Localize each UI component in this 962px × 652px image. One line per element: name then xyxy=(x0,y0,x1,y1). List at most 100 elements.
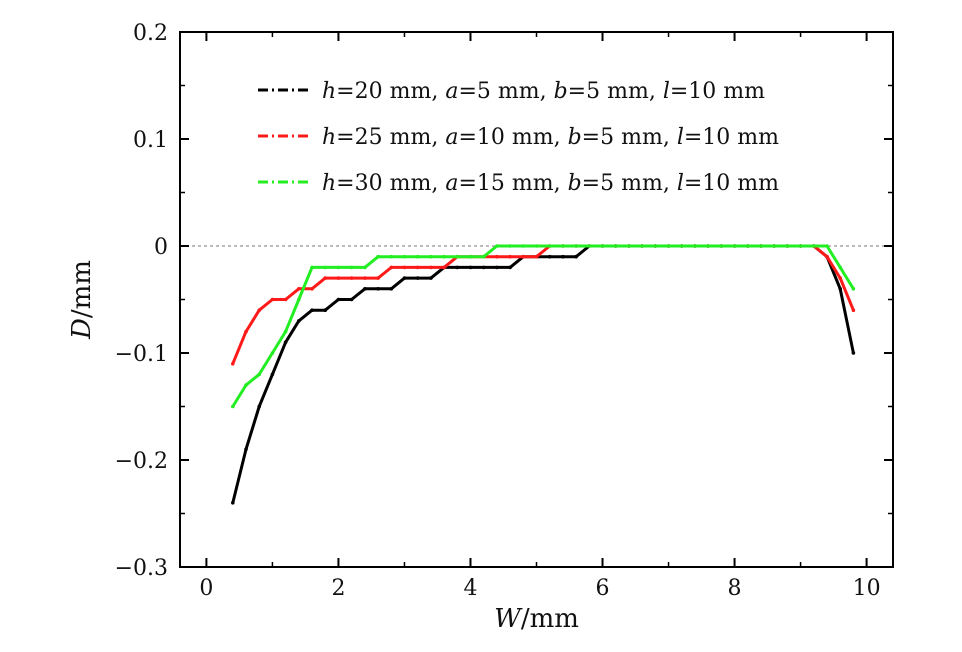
data-point xyxy=(732,244,737,248)
x-axis-unit: /mm xyxy=(521,604,579,634)
y-tick-label: 0 xyxy=(154,235,168,260)
data-point xyxy=(442,254,446,259)
x-tick-label: 4 xyxy=(463,576,477,601)
legend-entry: h=25 mm, a=10 mm, b=5 mm, l=10 mm xyxy=(258,125,779,150)
x-tick-label: 2 xyxy=(331,576,345,601)
data-point xyxy=(376,254,380,259)
x-tick-label: 8 xyxy=(728,576,742,601)
legend-label-part: =10 mm, xyxy=(458,125,567,150)
data-point xyxy=(508,244,512,248)
data-point xyxy=(336,276,341,280)
data-point xyxy=(653,244,658,248)
legend-label: h=30 mm, a=15 mm, b=5 mm, l=10 mm xyxy=(322,171,779,196)
legend-label-part: =10 mm xyxy=(684,171,779,196)
data-point xyxy=(521,254,526,259)
data-point xyxy=(508,254,512,259)
legend-label-part: b xyxy=(554,79,568,104)
x-tick-label: 6 xyxy=(596,576,610,601)
y-tick-label: −0.3 xyxy=(115,556,168,581)
data-point xyxy=(283,329,288,334)
data-point xyxy=(283,340,288,345)
data-point xyxy=(310,287,314,291)
data-point xyxy=(415,265,420,270)
x-axis-variable: W xyxy=(494,604,523,634)
data-point xyxy=(402,276,407,280)
data-point xyxy=(613,244,618,248)
legend-label-part: a xyxy=(445,125,458,150)
data-point xyxy=(270,351,275,355)
legend-entry: h=30 mm, a=15 mm, b=5 mm, l=10 mm xyxy=(258,171,779,196)
legend-label-part: b xyxy=(568,171,582,196)
data-point xyxy=(468,265,473,270)
data-point xyxy=(666,244,671,248)
data-point xyxy=(336,297,341,302)
legend-label-part: =5 mm, xyxy=(568,79,663,104)
legend-label-part: l xyxy=(663,79,670,104)
data-point xyxy=(244,329,248,334)
data-point xyxy=(231,361,235,366)
data-point xyxy=(323,276,328,280)
data-point xyxy=(323,308,328,313)
data-point xyxy=(481,265,486,270)
data-point xyxy=(297,287,301,291)
y-axis-label: D/mm xyxy=(67,260,97,340)
data-point xyxy=(244,447,248,452)
legend-label-part: h xyxy=(322,79,336,104)
data-point xyxy=(257,372,262,377)
data-point xyxy=(495,254,499,259)
data-point xyxy=(495,265,499,270)
y-tick-label: −0.2 xyxy=(115,449,168,474)
data-point xyxy=(231,501,235,505)
data-point xyxy=(349,297,354,302)
data-point xyxy=(561,254,565,259)
legend-label-part: h xyxy=(322,125,336,150)
data-point xyxy=(719,244,724,248)
data-point xyxy=(534,254,539,259)
data-point xyxy=(389,265,394,270)
data-point xyxy=(640,244,644,248)
legend-entry: h=20 mm, a=5 mm, b=5 mm, l=10 mm xyxy=(258,79,765,104)
x-axis-label: W/mm xyxy=(494,604,579,634)
data-point xyxy=(785,244,790,248)
data-point xyxy=(310,308,314,313)
data-point xyxy=(547,244,552,248)
legend-label-part: a xyxy=(445,171,458,196)
data-point xyxy=(257,404,262,409)
data-point xyxy=(851,287,856,291)
legend-label-part: b xyxy=(568,125,582,150)
data-point xyxy=(297,319,301,323)
legend-label: h=25 mm, a=10 mm, b=5 mm, l=10 mm xyxy=(322,125,779,150)
data-point xyxy=(270,297,275,302)
data-point xyxy=(415,276,420,280)
data-point xyxy=(468,254,473,259)
data-point xyxy=(349,265,354,270)
y-tick-label: 0.2 xyxy=(133,21,168,46)
y-tick-label: −0.1 xyxy=(115,342,168,367)
data-point xyxy=(336,265,341,270)
y-axis-unit: /mm xyxy=(67,260,97,318)
data-point xyxy=(402,265,407,270)
data-point xyxy=(693,244,697,248)
data-point xyxy=(851,351,856,355)
data-point xyxy=(481,254,486,259)
data-point xyxy=(495,244,499,248)
legend-label-part: =5 mm, xyxy=(582,171,677,196)
legend-label-part: =10 mm xyxy=(684,125,779,150)
data-point xyxy=(798,244,803,248)
data-point xyxy=(415,254,420,259)
legend-label: h=20 mm, a=5 mm, b=5 mm, l=10 mm xyxy=(322,79,765,104)
legend-label-part: =15 mm, xyxy=(458,171,567,196)
tick-layer: 0 2 4 6 8 10 −0.3 −0.2 −0.1 0 0.1 0.2 xyxy=(115,21,893,601)
data-point xyxy=(838,276,842,280)
legend-label-part: =10 mm xyxy=(670,79,765,104)
x-tick-label: 0 xyxy=(199,576,213,601)
data-point xyxy=(376,276,380,280)
data-point xyxy=(706,244,710,248)
data-point xyxy=(283,297,288,302)
legend-label-part: h xyxy=(322,171,336,196)
data-point xyxy=(627,244,631,248)
series-3 xyxy=(231,244,856,409)
data-point xyxy=(244,383,248,387)
data-point xyxy=(772,244,776,248)
